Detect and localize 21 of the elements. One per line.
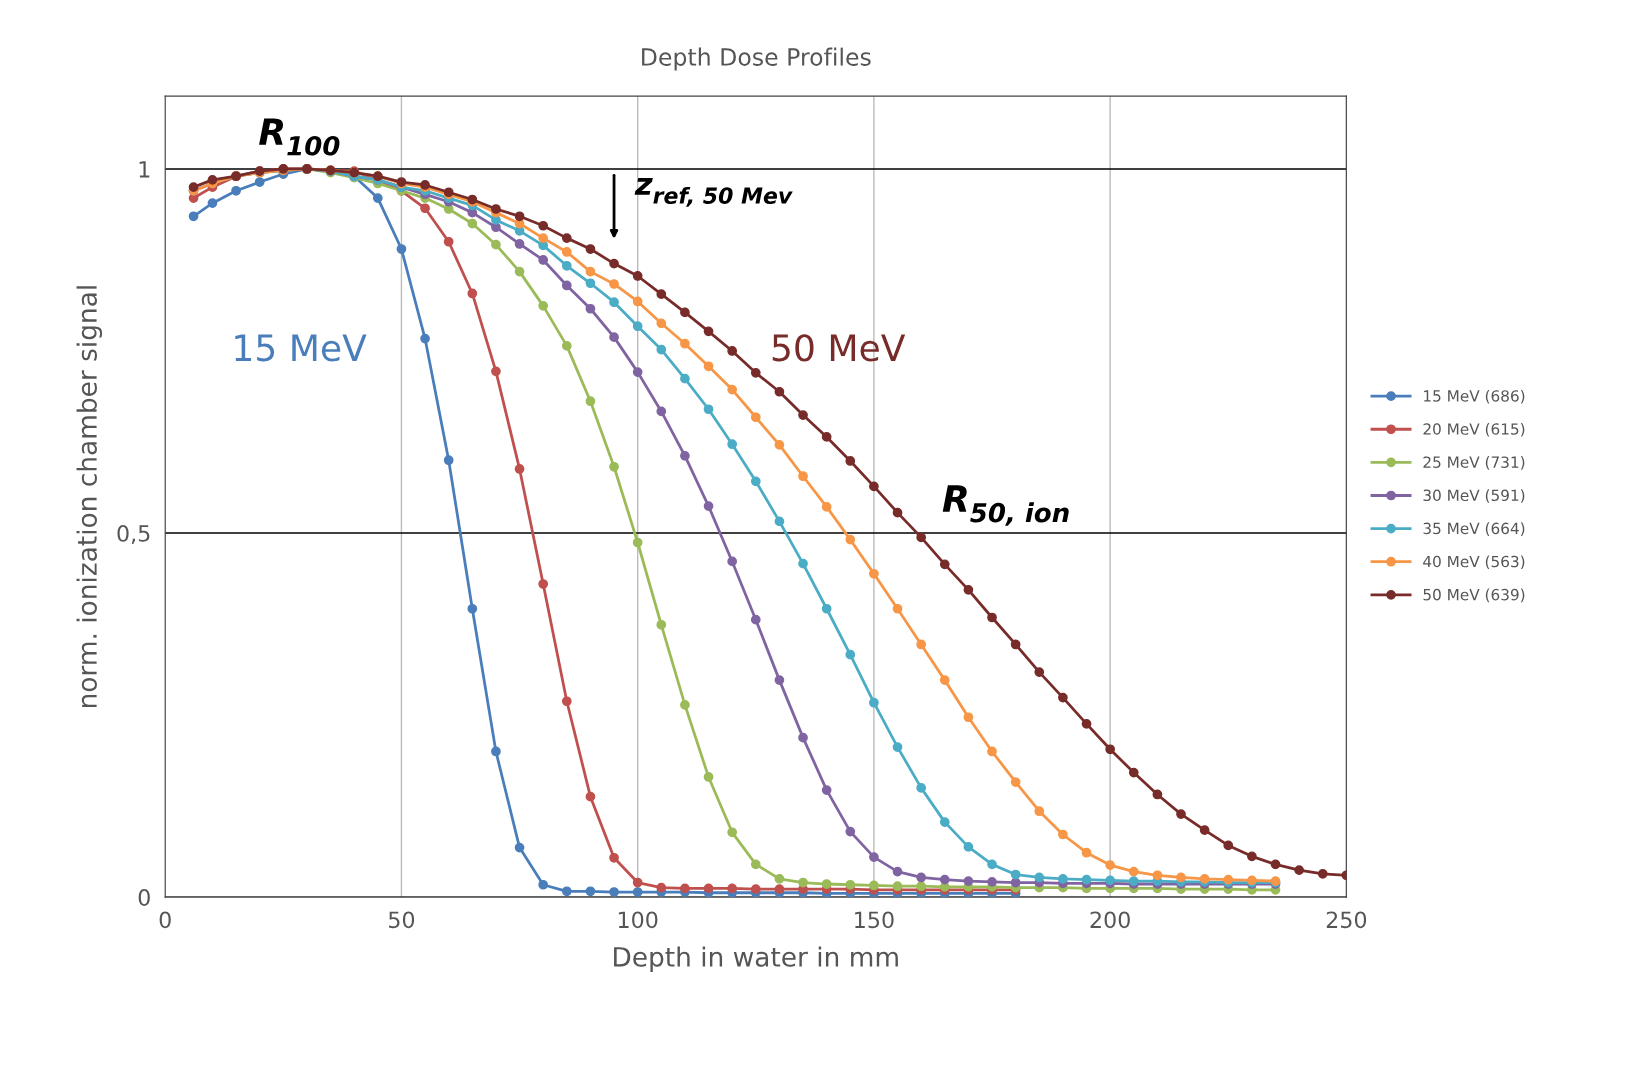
annotation: 15 MeV xyxy=(235,334,367,362)
y-tick-label: 1 xyxy=(139,161,150,178)
y-tick-label: 0 xyxy=(138,889,150,906)
x-tick-label: 150 xyxy=(855,911,894,929)
y-tick-label: 0,5 xyxy=(117,524,150,545)
x-axis-title: Depth in water in mm xyxy=(614,946,898,972)
x-tick-label: 0 xyxy=(159,911,171,929)
x-tick-label: 100 xyxy=(618,911,658,929)
legend-label: 30 MeV (591) xyxy=(1423,489,1525,503)
legend-label: 50 MeV (639) xyxy=(1423,588,1525,603)
legend-label: 20 MeV (615) xyxy=(1423,423,1525,437)
legend-label: 40 MeV (563) xyxy=(1423,555,1525,570)
x-tick-label: 50 xyxy=(389,911,415,929)
x-tick-label: 250 xyxy=(1326,911,1367,929)
x-tick-label: 200 xyxy=(1090,911,1130,929)
legend-label: 35 MeV (664) xyxy=(1423,522,1525,536)
legend-label: 25 MeV (731) xyxy=(1423,456,1525,470)
y-axis-title: norm. ionization chamber signal xyxy=(76,286,103,708)
chart-title: Depth Dose Profiles xyxy=(642,47,871,71)
legend-label: 15 MeV (686) xyxy=(1424,389,1525,404)
annotation: 50 MeV xyxy=(772,334,906,362)
